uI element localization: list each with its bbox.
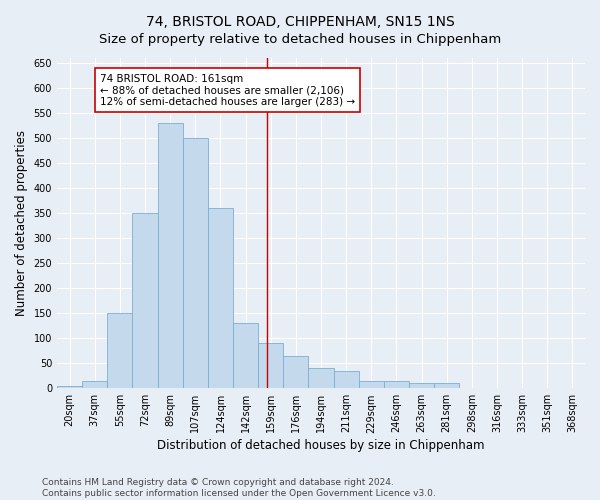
Bar: [208, 208, 233, 388]
Bar: [233, 323, 258, 388]
Text: 74, BRISTOL ROAD, CHIPPENHAM, SN15 1NS: 74, BRISTOL ROAD, CHIPPENHAM, SN15 1NS: [146, 15, 454, 29]
Bar: [183, 138, 208, 388]
Bar: [107, 313, 133, 388]
Bar: [57, 386, 82, 388]
Y-axis label: Number of detached properties: Number of detached properties: [15, 130, 28, 316]
Bar: [359, 381, 384, 388]
Bar: [258, 343, 283, 388]
Bar: [434, 384, 459, 388]
Text: Contains HM Land Registry data © Crown copyright and database right 2024.
Contai: Contains HM Land Registry data © Crown c…: [42, 478, 436, 498]
Bar: [283, 356, 308, 388]
Text: 74 BRISTOL ROAD: 161sqm
← 88% of detached houses are smaller (2,106)
12% of semi: 74 BRISTOL ROAD: 161sqm ← 88% of detache…: [100, 74, 355, 106]
Bar: [384, 381, 409, 388]
Bar: [409, 384, 434, 388]
Bar: [82, 381, 107, 388]
Bar: [334, 371, 359, 388]
Bar: [158, 122, 183, 388]
Bar: [133, 213, 158, 388]
Bar: [308, 368, 334, 388]
X-axis label: Distribution of detached houses by size in Chippenham: Distribution of detached houses by size …: [157, 440, 485, 452]
Text: Size of property relative to detached houses in Chippenham: Size of property relative to detached ho…: [99, 32, 501, 46]
